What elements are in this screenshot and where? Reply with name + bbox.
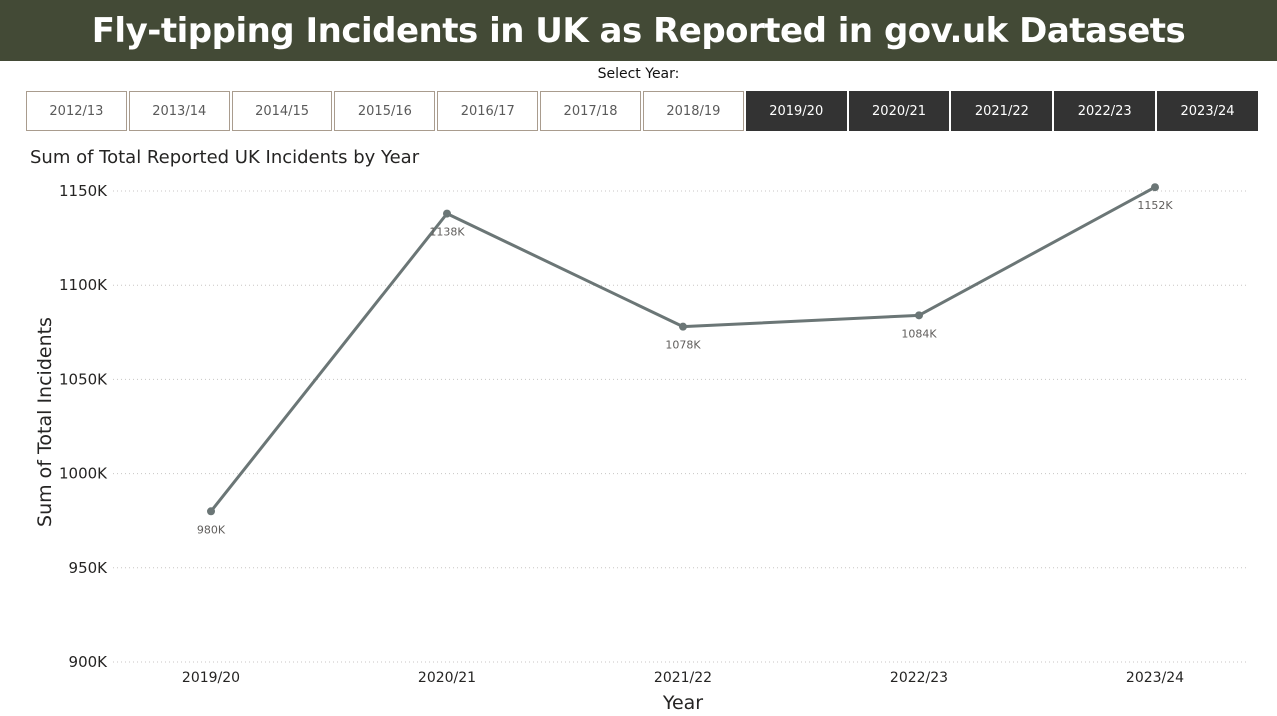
x-tick-label: 2023/24 (1126, 670, 1184, 686)
slicer-year-2017-18[interactable]: 2017/18 (540, 91, 641, 131)
y-tick-label: 1100K (59, 276, 108, 294)
data-label: 980K (197, 523, 226, 536)
data-point (915, 311, 923, 320)
x-tick-label: 2022/23 (890, 670, 948, 686)
x-tick-label: 2020/21 (418, 670, 476, 686)
data-label: 1084K (901, 327, 937, 340)
y-tick-label: 950K (69, 559, 109, 577)
dashboard-title: Fly-tipping Incidents in UK as Reported … (91, 10, 1186, 51)
y-tick-label: 900K (69, 653, 109, 671)
y-axis-title: Sum of Total Incidents (34, 317, 56, 527)
slicer-year-2022-23[interactable]: 2022/23 (1054, 91, 1156, 131)
data-point (679, 322, 687, 331)
y-tick-label: 1000K (59, 465, 108, 483)
y-tick-label: 1050K (59, 370, 108, 388)
slicer-year-2016-17[interactable]: 2016/17 (437, 91, 539, 131)
data-label: 1152K (1137, 199, 1173, 212)
y-tick-label: 1150K (59, 182, 108, 200)
data-label: 1138K (429, 226, 465, 239)
x-tick-label: 2019/20 (182, 670, 240, 686)
year-slicer: 2012/13 2013/14 2014/15 2015/16 2016/17 2017/… (26, 91, 1258, 131)
dashboard-header: Fly-tipping Incidents in UK as Reported … (0, 0, 1277, 61)
slicer-year-2023-24[interactable]: 2023/24 (1157, 91, 1258, 131)
slicer-year-2015-16[interactable]: 2015/16 (334, 91, 436, 131)
slicer-year-2019-20[interactable]: 2019/20 (745, 91, 847, 131)
slicer-year-2013-14[interactable]: 2013/14 (128, 91, 230, 131)
slicer-year-2012-13[interactable]: 2012/13 (26, 91, 127, 131)
data-point (207, 507, 215, 516)
slicer-label: Select Year: (597, 66, 680, 82)
chart-title: Sum of Total Reported UK Incidents by Ye… (30, 147, 420, 168)
slicer-year-2014-15[interactable]: 2014/15 (231, 91, 333, 131)
slicer-year-2021-22[interactable]: 2021/22 (951, 91, 1053, 131)
data-label: 1078K (665, 339, 701, 352)
data-point (1151, 183, 1159, 192)
x-tick-label: 2021/22 (654, 670, 712, 686)
slicer-year-2020-21[interactable]: 2020/21 (848, 91, 950, 131)
x-axis-title: Year (662, 692, 703, 714)
data-point (443, 209, 451, 218)
slicer-year-2018-19[interactable]: 2018/19 (642, 91, 744, 131)
